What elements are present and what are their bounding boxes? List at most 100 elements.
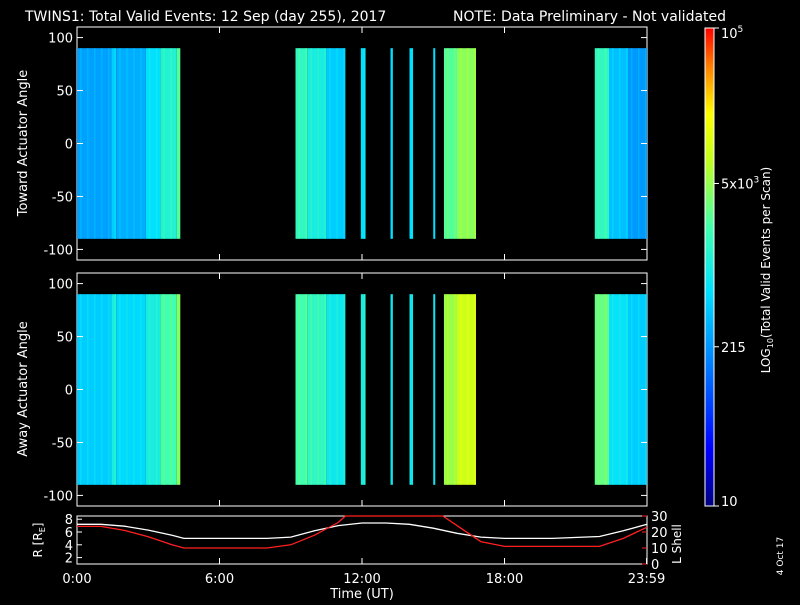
- heatmap-stripe: [305, 294, 307, 485]
- lshell-tick-label: 30: [651, 510, 668, 525]
- toward-heatmap-blocks: [77, 48, 647, 239]
- heatmap-block-1-12: [433, 294, 436, 485]
- heatmap-stripe: [453, 294, 456, 485]
- heatmap-stripe: [363, 48, 366, 239]
- heatmap-stripe: [638, 48, 640, 239]
- toward-y-ticks: 100 50 0 -50 -100: [43, 27, 648, 260]
- heatmap-stripe: [446, 48, 449, 239]
- heatmap-stripe: [612, 48, 614, 239]
- y-tick-label: -50: [52, 436, 73, 451]
- heatmap-stripe: [343, 48, 345, 239]
- heatmap-stripe: [163, 294, 165, 485]
- y-tick-label: 50: [56, 85, 73, 100]
- heatmap-stripe: [626, 294, 628, 485]
- orbit-lines: [77, 515, 648, 549]
- colorbar-label: LOG10(Total Valid Events per Scan): [759, 167, 775, 374]
- r-tick-label: 6: [65, 526, 73, 541]
- y-tick-label: -100: [43, 243, 73, 258]
- away-y-ticks: 100 50 0 -50 -100: [43, 273, 648, 506]
- heatmap-stripe: [133, 294, 135, 485]
- heatmap-block-1-6: [295, 294, 308, 485]
- r-tick-label: 2: [65, 552, 73, 567]
- heatmap-block-1-8: [326, 294, 346, 485]
- heatmap-block-0-1: [111, 48, 117, 239]
- heatmap-stripe: [101, 48, 103, 239]
- heatmap-stripe: [453, 48, 456, 239]
- heatmap-block-0-16: [609, 48, 628, 239]
- heatmap-stripe: [155, 48, 158, 239]
- heatmap-stripe: [119, 294, 121, 485]
- heatmap-stripe: [87, 48, 89, 239]
- colorbar-tick-label: 105: [721, 25, 743, 42]
- time-axis-label: Time (UT): [329, 587, 394, 600]
- lshell-tick-label: 0: [651, 558, 659, 573]
- heatmap-stripe: [298, 294, 300, 485]
- heatmap-stripe: [329, 294, 331, 485]
- heatmap-block-0-15: [594, 48, 609, 239]
- heatmap-stripe: [638, 294, 640, 485]
- heatmap-stripe: [140, 48, 142, 239]
- time-tick-label: 0:00: [62, 572, 91, 587]
- y-tick-label: 100: [48, 32, 73, 47]
- lshell-series-line: [77, 515, 648, 549]
- colorbar-label-prefix: LOG: [759, 348, 773, 373]
- heatmap-stripe: [101, 294, 103, 485]
- heatmap-stripe: [626, 48, 628, 239]
- lshell-tick-label: 20: [651, 526, 668, 541]
- heatmap-block-0-7: [307, 48, 327, 239]
- toward-panel: 100 50 0 -50 -100 Toward Actuator Angle: [16, 26, 648, 261]
- heatmap-stripe: [467, 48, 469, 239]
- heatmap-block-0-6: [295, 48, 308, 239]
- heatmap-stripe: [114, 48, 116, 239]
- heatmap-block-1-14: [457, 294, 476, 485]
- heatmap-stripe: [619, 48, 621, 239]
- away-heatmap-blocks: [77, 294, 647, 485]
- heatmap-stripe: [474, 48, 476, 239]
- heatmap-stripe: [310, 294, 312, 485]
- heatmap-block-1-17: [628, 294, 647, 485]
- heatmap-stripe: [597, 294, 600, 485]
- heatmap-stripe: [612, 294, 614, 485]
- heatmap-stripe: [474, 294, 476, 485]
- heatmap-stripe: [317, 294, 319, 485]
- colorbar-label-sub: 10: [766, 338, 775, 348]
- heatmap-stripe: [310, 48, 312, 239]
- heatmap-block-1-7: [307, 294, 327, 485]
- heatmap-block-1-1: [111, 294, 117, 485]
- y-tick-label: 50: [56, 331, 73, 346]
- lshell-axis-label: L Shell: [670, 524, 684, 564]
- heatmap-stripe: [631, 294, 633, 485]
- r-axis-label: R [RE]: [31, 523, 47, 558]
- heatmap-stripe: [133, 48, 135, 239]
- heatmap-block-1-9: [360, 294, 366, 485]
- orbit-panel-frame: [76, 515, 648, 565]
- heatmap-stripe: [87, 294, 89, 485]
- heatmap-stripe: [363, 294, 366, 485]
- y-tick-label: -100: [43, 489, 73, 504]
- colorbar-tick-label: 10: [721, 495, 738, 510]
- heatmap-stripe: [324, 48, 326, 239]
- r-tick-label: 4: [65, 539, 73, 554]
- heatmap-stripe: [336, 48, 338, 239]
- colorbar-label-suffix: (Total Valid Events per Scan): [759, 167, 773, 338]
- away-y-axis-label: Away Actuator Angle: [16, 321, 31, 456]
- heatmap-stripe: [446, 294, 449, 485]
- heatmap-stripe: [343, 294, 345, 485]
- time-tick-label: 23:59: [628, 572, 665, 587]
- colorbar-gradient: [704, 27, 715, 507]
- heatmap-block-0-11: [409, 48, 414, 239]
- r-axis-label-main: R [R: [31, 532, 45, 557]
- y-tick-label: 100: [48, 278, 73, 293]
- heatmap-block-0-4: [160, 48, 177, 239]
- heatmap-stripe: [597, 48, 600, 239]
- heatmap-block-0-10: [390, 48, 393, 239]
- heatmap-block-0-14: [457, 48, 476, 239]
- y-tick-label: -50: [52, 190, 73, 205]
- time-tick-label: 12:00: [343, 572, 380, 587]
- heatmap-block-1-11: [409, 294, 414, 485]
- toward-y-axis-label: Toward Actuator Angle: [16, 70, 31, 217]
- r-axis-label-sub: E: [38, 527, 47, 532]
